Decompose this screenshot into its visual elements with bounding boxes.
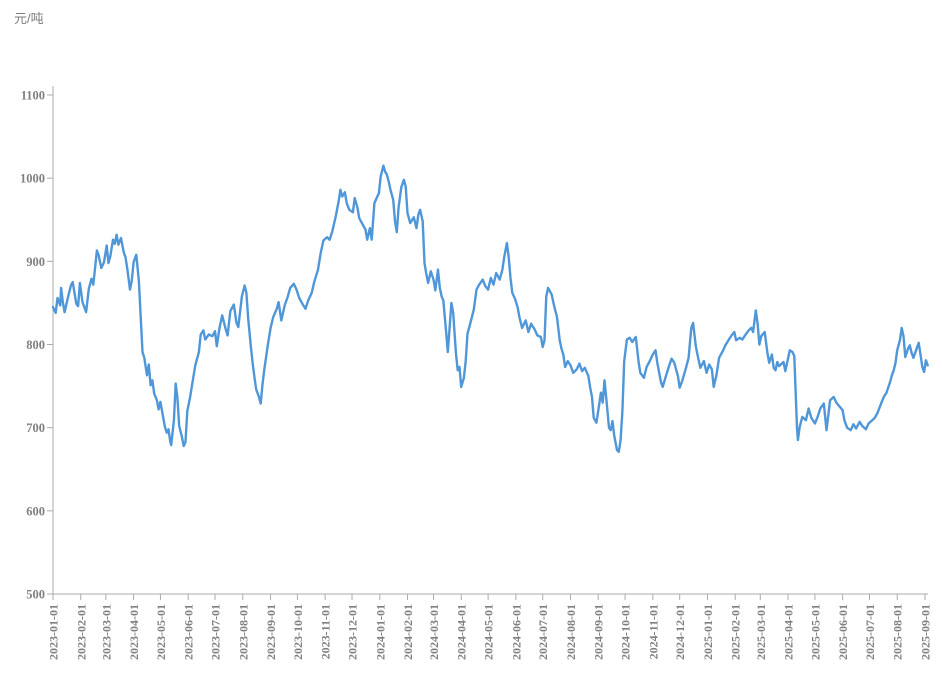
x-tick-label: 2024-11-01 bbox=[646, 604, 660, 659]
x-tick-label: 2025-03-01 bbox=[754, 604, 768, 660]
x-tick-label: 2023-10-01 bbox=[291, 604, 305, 660]
y-tick-label: 500 bbox=[26, 588, 45, 602]
x-tick-label: 2025-01-01 bbox=[701, 604, 715, 660]
y-tick-label: 700 bbox=[26, 421, 45, 435]
x-tick-label: 2025-05-01 bbox=[808, 604, 822, 660]
x-tick-label: 2024-12-01 bbox=[673, 604, 687, 660]
y-tick-label: 600 bbox=[26, 504, 45, 518]
x-tick-label: 2024-04-01 bbox=[455, 604, 469, 660]
y-tick-label: 1100 bbox=[21, 89, 45, 103]
price-series-line bbox=[51, 164, 929, 453]
x-tick-label: 2025-04-01 bbox=[782, 604, 796, 660]
x-tick-label: 2024-07-01 bbox=[536, 604, 550, 660]
x-tick-label: 2024-06-01 bbox=[509, 604, 523, 660]
x-tick-label: 2025-02-01 bbox=[729, 604, 743, 660]
x-tick-label: 2024-03-01 bbox=[427, 604, 441, 660]
x-tick-label: 2023-12-01 bbox=[346, 604, 360, 660]
x-tick-label: 2023-09-01 bbox=[264, 604, 278, 660]
x-tick-label: 2023-03-01 bbox=[99, 604, 113, 660]
x-tick-label: 2023-08-01 bbox=[236, 604, 250, 660]
y-tick-label: 1000 bbox=[20, 172, 45, 186]
x-tick-label: 2025-06-01 bbox=[836, 604, 850, 660]
x-tick-label: 2025-07-01 bbox=[863, 604, 877, 660]
x-tick-label: 2023-07-01 bbox=[209, 604, 223, 660]
x-tick-label: 2024-08-01 bbox=[564, 604, 578, 660]
y-axis-unit-label: 元/吨 bbox=[14, 11, 44, 26]
x-tick-label: 2024-09-01 bbox=[592, 604, 606, 660]
x-tick-label: 2025-09-01 bbox=[919, 604, 933, 660]
x-tick-label: 2023-04-01 bbox=[127, 604, 141, 660]
x-tick-label: 2024-10-01 bbox=[619, 604, 633, 660]
x-tick-label: 2023-11-01 bbox=[319, 604, 333, 659]
x-tick-label: 2024-02-01 bbox=[401, 604, 415, 660]
x-tick-label: 2023-02-01 bbox=[74, 604, 88, 660]
x-tick-label: 2023-01-01 bbox=[47, 604, 61, 660]
x-tick-label: 2024-05-01 bbox=[482, 604, 496, 660]
y-tick-label: 800 bbox=[26, 338, 45, 352]
x-tick-label: 2024-01-01 bbox=[373, 604, 387, 660]
x-tick-label: 2023-06-01 bbox=[182, 604, 196, 660]
x-tick-label: 2025-08-01 bbox=[891, 604, 905, 660]
x-tick-label: 2023-05-01 bbox=[154, 604, 168, 660]
y-tick-label: 900 bbox=[26, 255, 45, 269]
